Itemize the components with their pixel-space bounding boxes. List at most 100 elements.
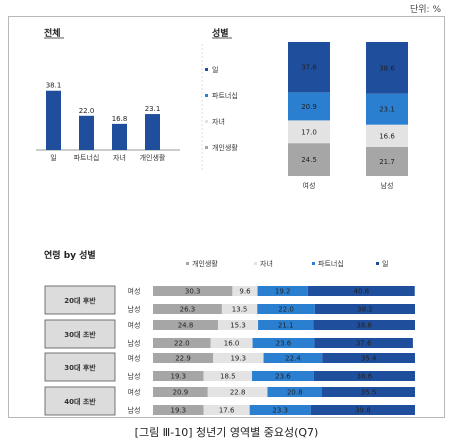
age-group-label: 30대 초반: [64, 330, 96, 339]
data-label: 23.6: [276, 340, 292, 348]
bar-segment: [203, 405, 250, 415]
category-label: 남성: [381, 181, 394, 190]
data-label: 19.2: [275, 288, 291, 296]
bar-segment: [153, 353, 213, 363]
bar-segment: [217, 320, 259, 330]
gender-label: 남성: [128, 305, 141, 314]
legend-marker: [254, 262, 257, 265]
data-label: 23.3: [272, 407, 288, 415]
bar-segment: [153, 304, 222, 314]
legend-marker: [205, 68, 208, 71]
bar-segment: [288, 120, 330, 144]
gender-label: 남성: [128, 406, 141, 415]
bar-segment: [207, 387, 268, 397]
data-label: 19.3: [170, 373, 186, 381]
category-label: 여성: [303, 181, 316, 190]
panel-title-age-gender: 연령 by 성별: [44, 249, 96, 261]
bar-segment: [321, 387, 415, 397]
data-label: 24.5: [301, 156, 317, 164]
bar-segment: [263, 353, 323, 363]
data-label: 16.8: [112, 115, 128, 123]
age-group-box: [44, 319, 116, 349]
category-label: 자녀: [113, 153, 126, 162]
category-label: 일: [50, 153, 56, 162]
data-label: 19.3: [170, 407, 186, 415]
bar-segment: [153, 405, 204, 415]
gender-label: 여성: [128, 287, 141, 296]
data-label: 22.0: [174, 340, 190, 348]
bar-segment: [210, 338, 253, 348]
bar-segment: [153, 387, 208, 397]
figure-caption: [그림 Ⅲ-10] 청년기 영역별 중요성(Q7): [134, 426, 319, 439]
bar-segment: [310, 405, 415, 415]
legend-label: 자녀: [212, 117, 225, 126]
bar-segment: [212, 353, 264, 363]
age-group-label: 40대 초반: [64, 397, 96, 406]
bar-segment: [366, 42, 408, 94]
bar-segment: [322, 353, 415, 363]
legend-label: 개인생활: [192, 259, 218, 268]
legend-label: 자녀: [260, 259, 273, 268]
bar-segment: [258, 320, 314, 330]
bar-segment: [252, 338, 315, 348]
bar-segment: [307, 286, 415, 296]
data-label: 16.0: [224, 340, 240, 348]
data-label: 15.3: [230, 322, 246, 330]
unit-label: 단위: %: [409, 5, 441, 15]
category-label: 개인생활: [140, 153, 166, 162]
bar-segment: [288, 143, 330, 176]
data-label: 26.3: [180, 306, 196, 314]
legend-label: 파트너십: [212, 91, 238, 100]
bar-segment: [313, 320, 415, 330]
data-label: 16.6: [379, 132, 395, 140]
data-label: 22.0: [278, 306, 294, 314]
data-label: 37.6: [301, 64, 317, 72]
legend-label: 일: [212, 65, 218, 74]
panel-title-gender: 성별: [212, 27, 229, 39]
age-group-label: 30대 후반: [64, 363, 96, 372]
bar-segment: [257, 286, 308, 296]
bar-segment: [314, 338, 413, 348]
data-label: 17.0: [301, 128, 317, 136]
bar-segment: [232, 286, 258, 296]
bar-segment: [153, 320, 218, 330]
data-label: 23.1: [379, 106, 395, 114]
data-label: 20.8: [287, 389, 303, 397]
data-label: 22.9: [175, 355, 191, 363]
data-label: 38.2: [357, 306, 373, 314]
data-label: 38.8: [356, 322, 372, 330]
gender-label: 남성: [128, 339, 141, 348]
data-label: 19.3: [230, 355, 246, 363]
age-group-box: [44, 285, 116, 315]
bar: [112, 123, 127, 150]
age-group-label: 20대 후반: [64, 296, 96, 305]
legend-marker: [186, 262, 189, 265]
data-label: 22.4: [285, 355, 301, 363]
data-label: 21.7: [379, 158, 395, 166]
data-label: 9.6: [239, 288, 251, 296]
data-label: 38.6: [357, 373, 373, 381]
data-label: 22.8: [230, 389, 246, 397]
bar-segment: [366, 146, 408, 176]
age-gender-stacked-chart: 개인생활 자녀 파트너십 일 30.3 9.6 19.2 40.8 여성 26.3 13.5 22.0…: [44, 259, 415, 416]
data-label: 22.0: [79, 107, 95, 115]
gender-label: 남성: [128, 372, 141, 381]
bar-segment: [153, 371, 204, 381]
bar-segment: [366, 93, 408, 125]
bar-segment: [153, 338, 211, 348]
bar-segment: [314, 304, 415, 314]
bar: [46, 90, 61, 150]
data-label: 18.5: [220, 373, 236, 381]
gender-label: 여성: [128, 321, 141, 330]
category-label: 파트너십: [74, 153, 100, 162]
data-label: 37.6: [356, 340, 372, 348]
data-label: 23.1: [145, 105, 161, 113]
data-label: 35.5: [361, 389, 377, 397]
data-label: 40.8: [353, 288, 369, 296]
legend-marker: [205, 146, 208, 149]
bar-segment: [313, 371, 415, 381]
data-label: 35.4: [361, 355, 377, 363]
panel-title-overall: 전체: [44, 27, 61, 39]
